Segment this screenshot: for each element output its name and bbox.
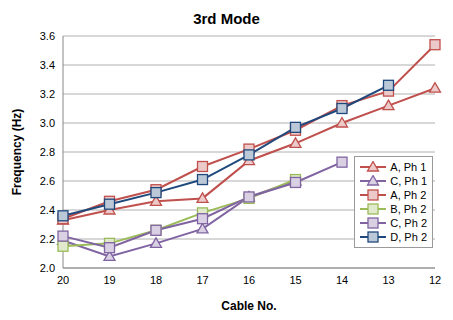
html-text:C, Ph 2: C, Ph 2 <box>390 217 427 229</box>
html-text:D, Ph 2: D, Ph 2 <box>390 231 427 243</box>
svg-text:17: 17 <box>196 274 208 286</box>
svg-text:13: 13 <box>382 274 394 286</box>
html-text:A, Ph 2: A, Ph 2 <box>390 189 427 201</box>
svg-text:3.0: 3.0 <box>40 117 55 129</box>
html-text:B, Ph 2: B, Ph 2 <box>390 203 427 215</box>
svg-text:19: 19 <box>103 274 115 286</box>
svg-text:3.6: 3.6 <box>40 30 55 42</box>
svg-text:2.0: 2.0 <box>40 262 55 274</box>
svg-text:18: 18 <box>150 274 162 286</box>
svg-text:16: 16 <box>243 274 255 286</box>
html-text:3rd Mode: 3rd Mode <box>193 10 260 27</box>
html-text:C, Ph 1: C, Ph 1 <box>390 175 427 187</box>
svg-text:3.2: 3.2 <box>40 88 55 100</box>
svg-text:20: 20 <box>57 274 69 286</box>
svg-text:12: 12 <box>429 274 441 286</box>
svg-text:2.8: 2.8 <box>40 146 55 158</box>
html-text:A, Ph 1: A, Ph 1 <box>390 161 427 173</box>
svg-text:Cable No.: Cable No. <box>221 299 276 312</box>
svg-text:2.6: 2.6 <box>40 175 55 187</box>
svg-text:2.4: 2.4 <box>40 204 55 216</box>
svg-text:Frequency (Hz): Frequency (Hz) <box>10 109 24 196</box>
svg-text:2.2: 2.2 <box>40 233 55 245</box>
svg-text:3.4: 3.4 <box>40 59 55 71</box>
svg-text:14: 14 <box>336 274 348 286</box>
svg-text:15: 15 <box>289 274 301 286</box>
